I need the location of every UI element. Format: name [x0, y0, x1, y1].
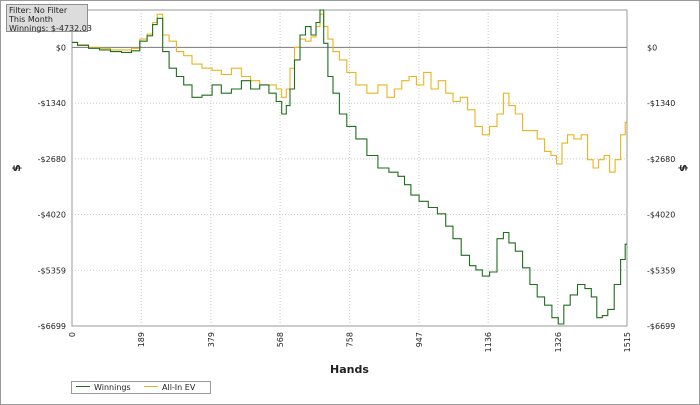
legend-label-allin: All-In EV: [162, 383, 196, 392]
series-line-all-in-ev: [72, 13, 627, 173]
y-tick-label-left: -$2680: [38, 155, 66, 164]
y-tick-label-right: -$5359: [647, 266, 675, 275]
period-label: This Month: [9, 15, 53, 24]
legend-swatch-winnings: [76, 386, 90, 387]
y-tick-label-left: $0: [56, 43, 66, 52]
y-tick-label-left: -$4020: [38, 211, 66, 220]
plot-area: [71, 9, 628, 327]
legend: Winnings All-In EV: [71, 381, 211, 394]
y-tick-label-right: -$6699: [647, 322, 675, 331]
winnings-label: Winnings: $-4732.03: [9, 24, 92, 33]
x-tick-label: 568: [276, 332, 285, 347]
y-tick-label-right: -$1340: [647, 99, 675, 108]
y-tick-label-right: -$4020: [647, 211, 675, 220]
y-tick-label-right: -$2680: [647, 155, 675, 164]
x-tick-label: 1136: [484, 332, 493, 352]
info-box: Filter: No Filter This Month Winnings: $…: [6, 4, 92, 33]
y-tick-label-left: -$1340: [38, 99, 66, 108]
y-axis-title-right: $: [677, 164, 690, 172]
x-tick-label: 379: [207, 332, 216, 347]
y-tick-label-left: -$6699: [38, 322, 66, 331]
x-tick-label: 1326: [554, 332, 563, 352]
y-axis-title-left: $: [10, 164, 23, 172]
series-line-winnings: [72, 9, 627, 325]
x-tick-label: 758: [346, 332, 355, 347]
legend-item-winnings: Winnings: [76, 383, 131, 393]
x-tick-label: 189: [137, 332, 146, 347]
x-tick-label: 0: [68, 332, 77, 337]
x-axis-title: Hands: [330, 363, 369, 376]
legend-item-allin: All-In EV: [144, 383, 195, 393]
filter-label: Filter: No Filter: [9, 6, 68, 15]
x-tick-label: 1515: [623, 332, 632, 352]
x-tick-label: 947: [415, 332, 424, 347]
legend-swatch-allin: [144, 386, 158, 387]
y-tick-label-right: $0: [647, 43, 657, 52]
y-tick-label-left: -$5359: [38, 266, 66, 275]
legend-label-winnings: Winnings: [94, 383, 131, 392]
